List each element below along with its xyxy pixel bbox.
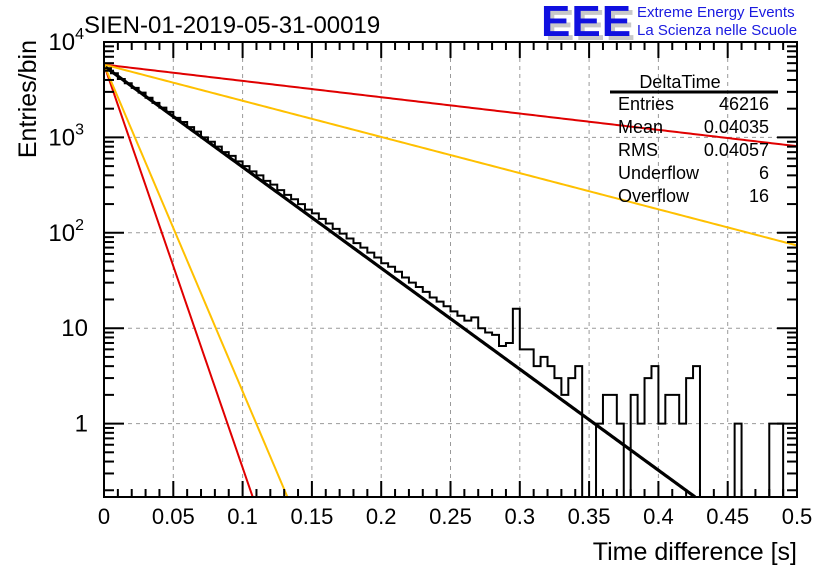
y-tick-label: 102 [48,217,84,247]
stats-label: RMS [618,140,658,160]
eee-logo: EEE Extreme Energy Events La Scienza nel… [541,0,836,46]
x-axis-label: Time difference [s] [593,538,797,566]
curve-upper-bound-slow [103,63,798,148]
histogram [104,67,797,498]
curve-lower-bound-steep [103,64,254,498]
y-tick-label: 1 [75,411,88,438]
stats-label: Mean [618,117,663,137]
x-tick-label: 0.45 [706,504,749,529]
x-tick-label: 0.1 [227,504,258,529]
y-axis-label: Entries/bin [14,40,42,158]
x-tick-label: 0 [98,504,110,529]
x-tick-label: 0.15 [290,504,333,529]
x-axis: 0 0.05 0.1 0.15 0.2 0.25 0.3 0.35 0.4 0.45 0.5 [98,42,812,529]
stats-value: 0.04035 [704,117,769,137]
curve-lower-bound-mid [103,64,289,498]
stats-label: Overflow [618,186,690,206]
stats-value: 0.04057 [704,140,769,160]
stats-label: Underflow [618,163,700,183]
curve-fit [103,64,697,499]
logo-line-1: Extreme Energy Events [637,4,795,21]
y-tick-label: 10 [61,315,88,342]
y-tick-label: 104 [48,26,84,56]
logo-line-2: La Scienza nelle Scuole [637,22,798,39]
y-tick-label: 103 [48,121,84,151]
fit-curves [103,63,798,499]
grid [104,42,797,497]
stats-value: 6 [759,163,769,183]
x-tick-label: 0.05 [152,504,195,529]
stats-value: 16 [749,186,769,206]
eee-logo-letters: EEE [541,0,633,46]
chart-title: SIEN-01-2019-05-31-00019 [84,12,380,39]
x-tick-label: 0.3 [505,504,536,529]
x-tick-label: 0.25 [429,504,472,529]
histogram-steps [104,67,797,498]
x-tick-label: 0.4 [643,504,674,529]
stats-value: 46216 [719,94,769,114]
x-tick-label: 0.5 [782,504,813,529]
x-tick-label: 0.35 [568,504,611,529]
curve-upper-bound-mid [103,63,798,247]
x-tick-label: 0.2 [366,504,397,529]
stats-label: Entries [618,94,674,114]
stats-title: DeltaTime [639,72,720,92]
